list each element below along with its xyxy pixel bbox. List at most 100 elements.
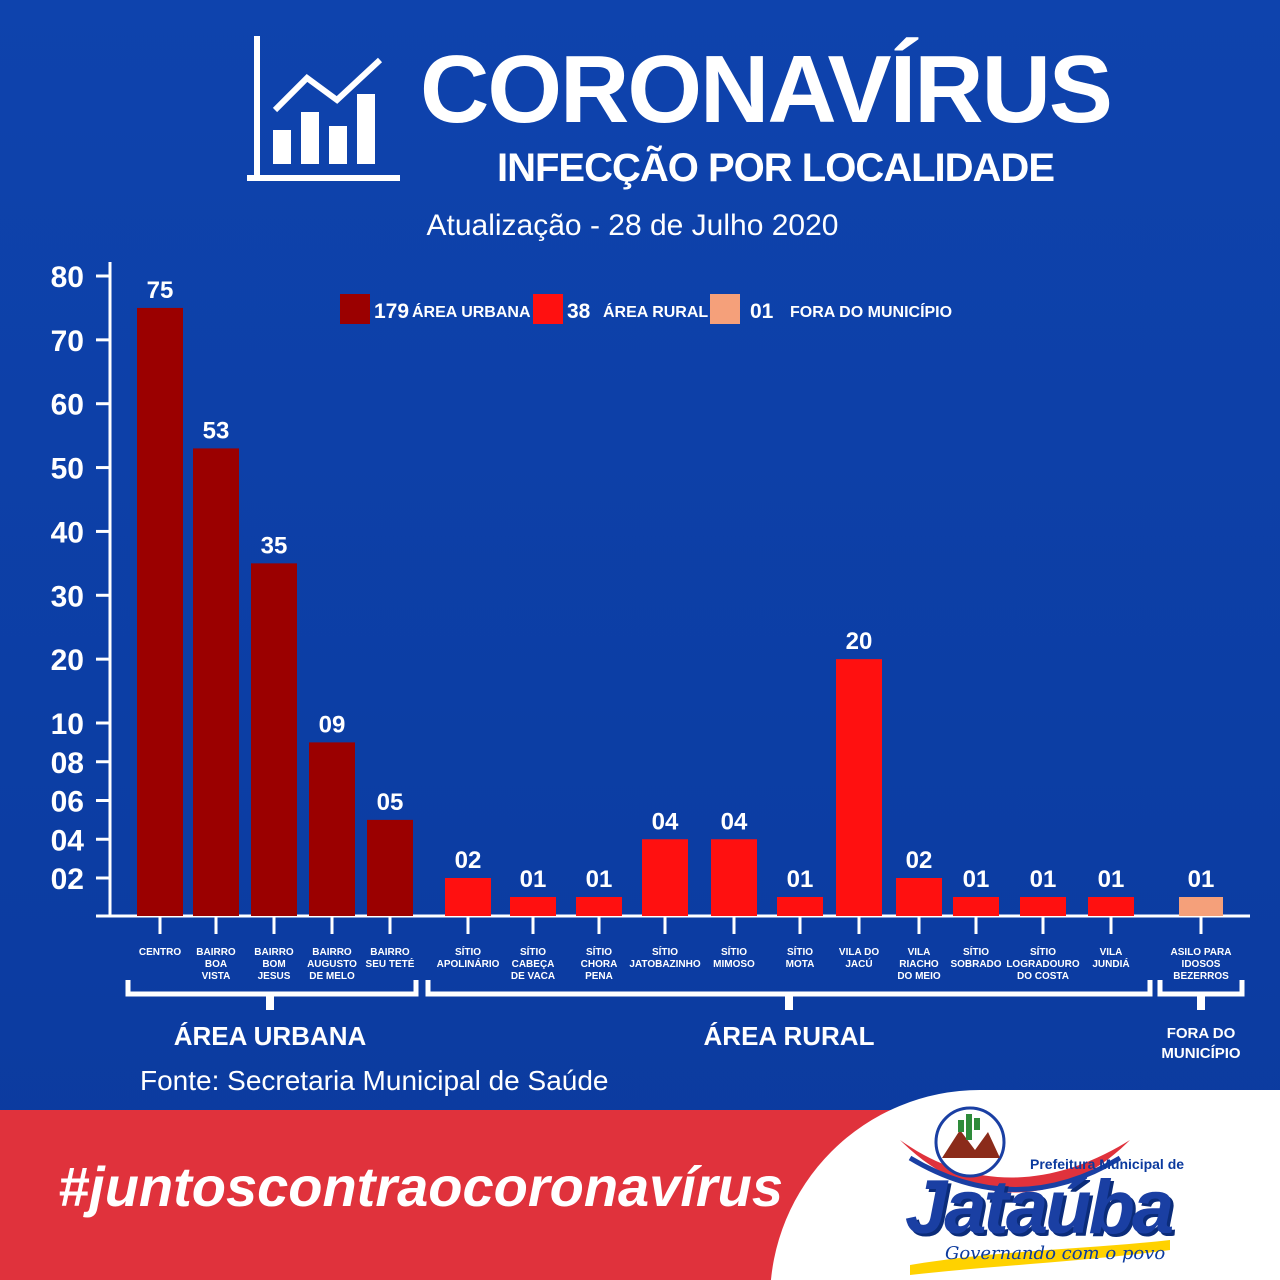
x-category-label: VILA DO bbox=[839, 947, 879, 958]
bar-urban bbox=[137, 307, 183, 916]
legend-count: 01 bbox=[750, 300, 774, 323]
bar-value-label: 02 bbox=[906, 847, 933, 874]
group-label-outside: MUNICÍPIO bbox=[1161, 1045, 1241, 1062]
x-category-label: DO MEIO bbox=[897, 971, 941, 982]
bar-urban bbox=[193, 448, 239, 916]
group-bracket bbox=[125, 980, 419, 997]
x-category-label: LOGRADOURO bbox=[1006, 959, 1080, 970]
x-category-label: BAIRRO bbox=[196, 947, 236, 958]
x-category-label: SÍTIO bbox=[787, 945, 813, 958]
page-title: CORONAVÍRUS bbox=[420, 36, 1113, 143]
x-category-label: BAIRRO bbox=[312, 947, 352, 958]
legend-label: ÁREA RURAL bbox=[603, 302, 708, 321]
bar-value-label: 02 bbox=[455, 847, 482, 874]
bar-value-label: 53 bbox=[203, 417, 230, 444]
x-category-label: CABEÇA bbox=[512, 959, 555, 970]
x-category-label: SÍTIO bbox=[652, 945, 678, 958]
x-category-label: SÍTIO bbox=[586, 945, 612, 958]
bar-rural bbox=[711, 839, 757, 916]
y-tick-label: 50 bbox=[51, 453, 84, 486]
legend-swatch-rural bbox=[533, 294, 563, 324]
bar-urban bbox=[367, 819, 413, 916]
x-category-label: BOA bbox=[205, 959, 227, 970]
x-category-label: JUNDIÁ bbox=[1092, 957, 1129, 970]
x-category-label: VILA bbox=[1100, 947, 1123, 958]
legend-label: FORA DO MUNICÍPIO bbox=[790, 302, 952, 321]
group-label-outside: FORA DO bbox=[1167, 1025, 1236, 1042]
y-tick-label: 04 bbox=[51, 824, 85, 857]
x-category-label: CENTRO bbox=[139, 947, 181, 958]
x-category-label: SOBRADO bbox=[950, 959, 1001, 970]
group-label-rural: ÁREA RURAL bbox=[704, 1021, 875, 1051]
x-category-label: IDOSOS bbox=[1182, 959, 1221, 970]
bar-value-label: 04 bbox=[652, 808, 679, 835]
page-subtitle: INFECÇÃO POR LOCALIDADE bbox=[497, 146, 1055, 190]
x-category-label: APOLINÁRIO bbox=[437, 957, 500, 970]
bar-rural bbox=[896, 878, 942, 916]
y-tick-label: 40 bbox=[51, 516, 84, 549]
y-tick-label: 30 bbox=[51, 580, 84, 613]
x-category-label: CHORA bbox=[581, 959, 618, 970]
x-category-label: AUGUSTO bbox=[307, 959, 357, 970]
bar-value-label: 01 bbox=[1188, 866, 1215, 893]
logo-prefeitura: Prefeitura Municipal de bbox=[1030, 1156, 1185, 1172]
bar-value-label: 75 bbox=[147, 277, 174, 304]
bar-urban bbox=[251, 563, 297, 916]
x-category-label: BOM bbox=[262, 959, 285, 970]
logo-name: Jataúba bbox=[905, 1165, 1174, 1250]
bar-value-label: 01 bbox=[1030, 866, 1057, 893]
bar-outside bbox=[1179, 897, 1223, 916]
bar-value-label: 04 bbox=[721, 808, 748, 835]
bar-rural bbox=[576, 897, 622, 916]
x-category-label: SÍTIO bbox=[721, 945, 747, 958]
y-tick-label: 80 bbox=[51, 261, 84, 294]
x-category-label: BAIRRO bbox=[370, 947, 410, 958]
y-tick-label: 06 bbox=[51, 786, 84, 819]
group-bracket bbox=[425, 980, 1153, 997]
x-category-label: MOTA bbox=[786, 959, 815, 970]
logo-slogan: Governando com o povo bbox=[945, 1243, 1166, 1264]
x-category-label: VISTA bbox=[202, 971, 231, 982]
x-category-label: DO COSTA bbox=[1017, 971, 1069, 982]
x-category-label: SÍTIO bbox=[1030, 945, 1056, 958]
x-category-label: ASILO PARA bbox=[1171, 947, 1232, 958]
bar-rural bbox=[642, 839, 688, 916]
hashtag: #juntoscontraocoronavírus bbox=[58, 1155, 784, 1218]
legend-count: 38 bbox=[567, 300, 591, 323]
group-label-urban: ÁREA URBANA bbox=[174, 1021, 367, 1051]
bar-rural bbox=[510, 897, 556, 916]
bar-rural bbox=[1088, 897, 1134, 916]
bar-rural bbox=[836, 659, 882, 916]
x-category-label: SÍTIO bbox=[963, 945, 989, 958]
legend-swatch-outside bbox=[710, 294, 740, 324]
x-category-label: BAIRRO bbox=[254, 947, 294, 958]
x-category-label: PENA bbox=[585, 971, 613, 982]
footer: #juntoscontraocoronavírus Prefeitura Mun… bbox=[0, 1090, 1280, 1280]
group-bracket bbox=[1157, 980, 1245, 997]
x-category-label: DE VACA bbox=[511, 971, 555, 982]
x-category-label: SÍTIO bbox=[520, 945, 546, 958]
bar-value-label: 20 bbox=[846, 628, 873, 655]
bar-value-label: 35 bbox=[261, 532, 288, 559]
x-category-label: VILA bbox=[908, 947, 931, 958]
chart-growth-icon bbox=[247, 36, 400, 181]
y-tick-label: 70 bbox=[51, 325, 84, 358]
legend-count: 179 bbox=[374, 300, 409, 323]
bar-value-label: 01 bbox=[963, 866, 990, 893]
x-category-label: MIMOSO bbox=[713, 959, 755, 970]
bar-chart: 80 70 60 50 40 30 20 10 08 06 04 02 75 CENTRO 53 BAIRRO… bbox=[51, 261, 1250, 1062]
legend-swatch-urban bbox=[340, 294, 370, 324]
x-category-label: BEZERROS bbox=[1173, 971, 1229, 982]
update-date: Atualização - 28 de Julho 2020 bbox=[426, 209, 839, 242]
source-note: Fonte: Secretaria Municipal de Saúde bbox=[140, 1065, 609, 1096]
bar-rural bbox=[445, 878, 491, 916]
bar-value-label: 09 bbox=[319, 711, 346, 738]
x-category-label: JESUS bbox=[258, 971, 291, 982]
bar-value-label: 05 bbox=[377, 789, 404, 816]
bar-value-label: 01 bbox=[1098, 866, 1125, 893]
x-category-label: SEU TETÉ bbox=[366, 957, 415, 970]
legend-label: ÁREA URBANA bbox=[412, 302, 531, 321]
y-tick-label: 02 bbox=[51, 863, 84, 896]
bar-rural bbox=[1020, 897, 1066, 916]
